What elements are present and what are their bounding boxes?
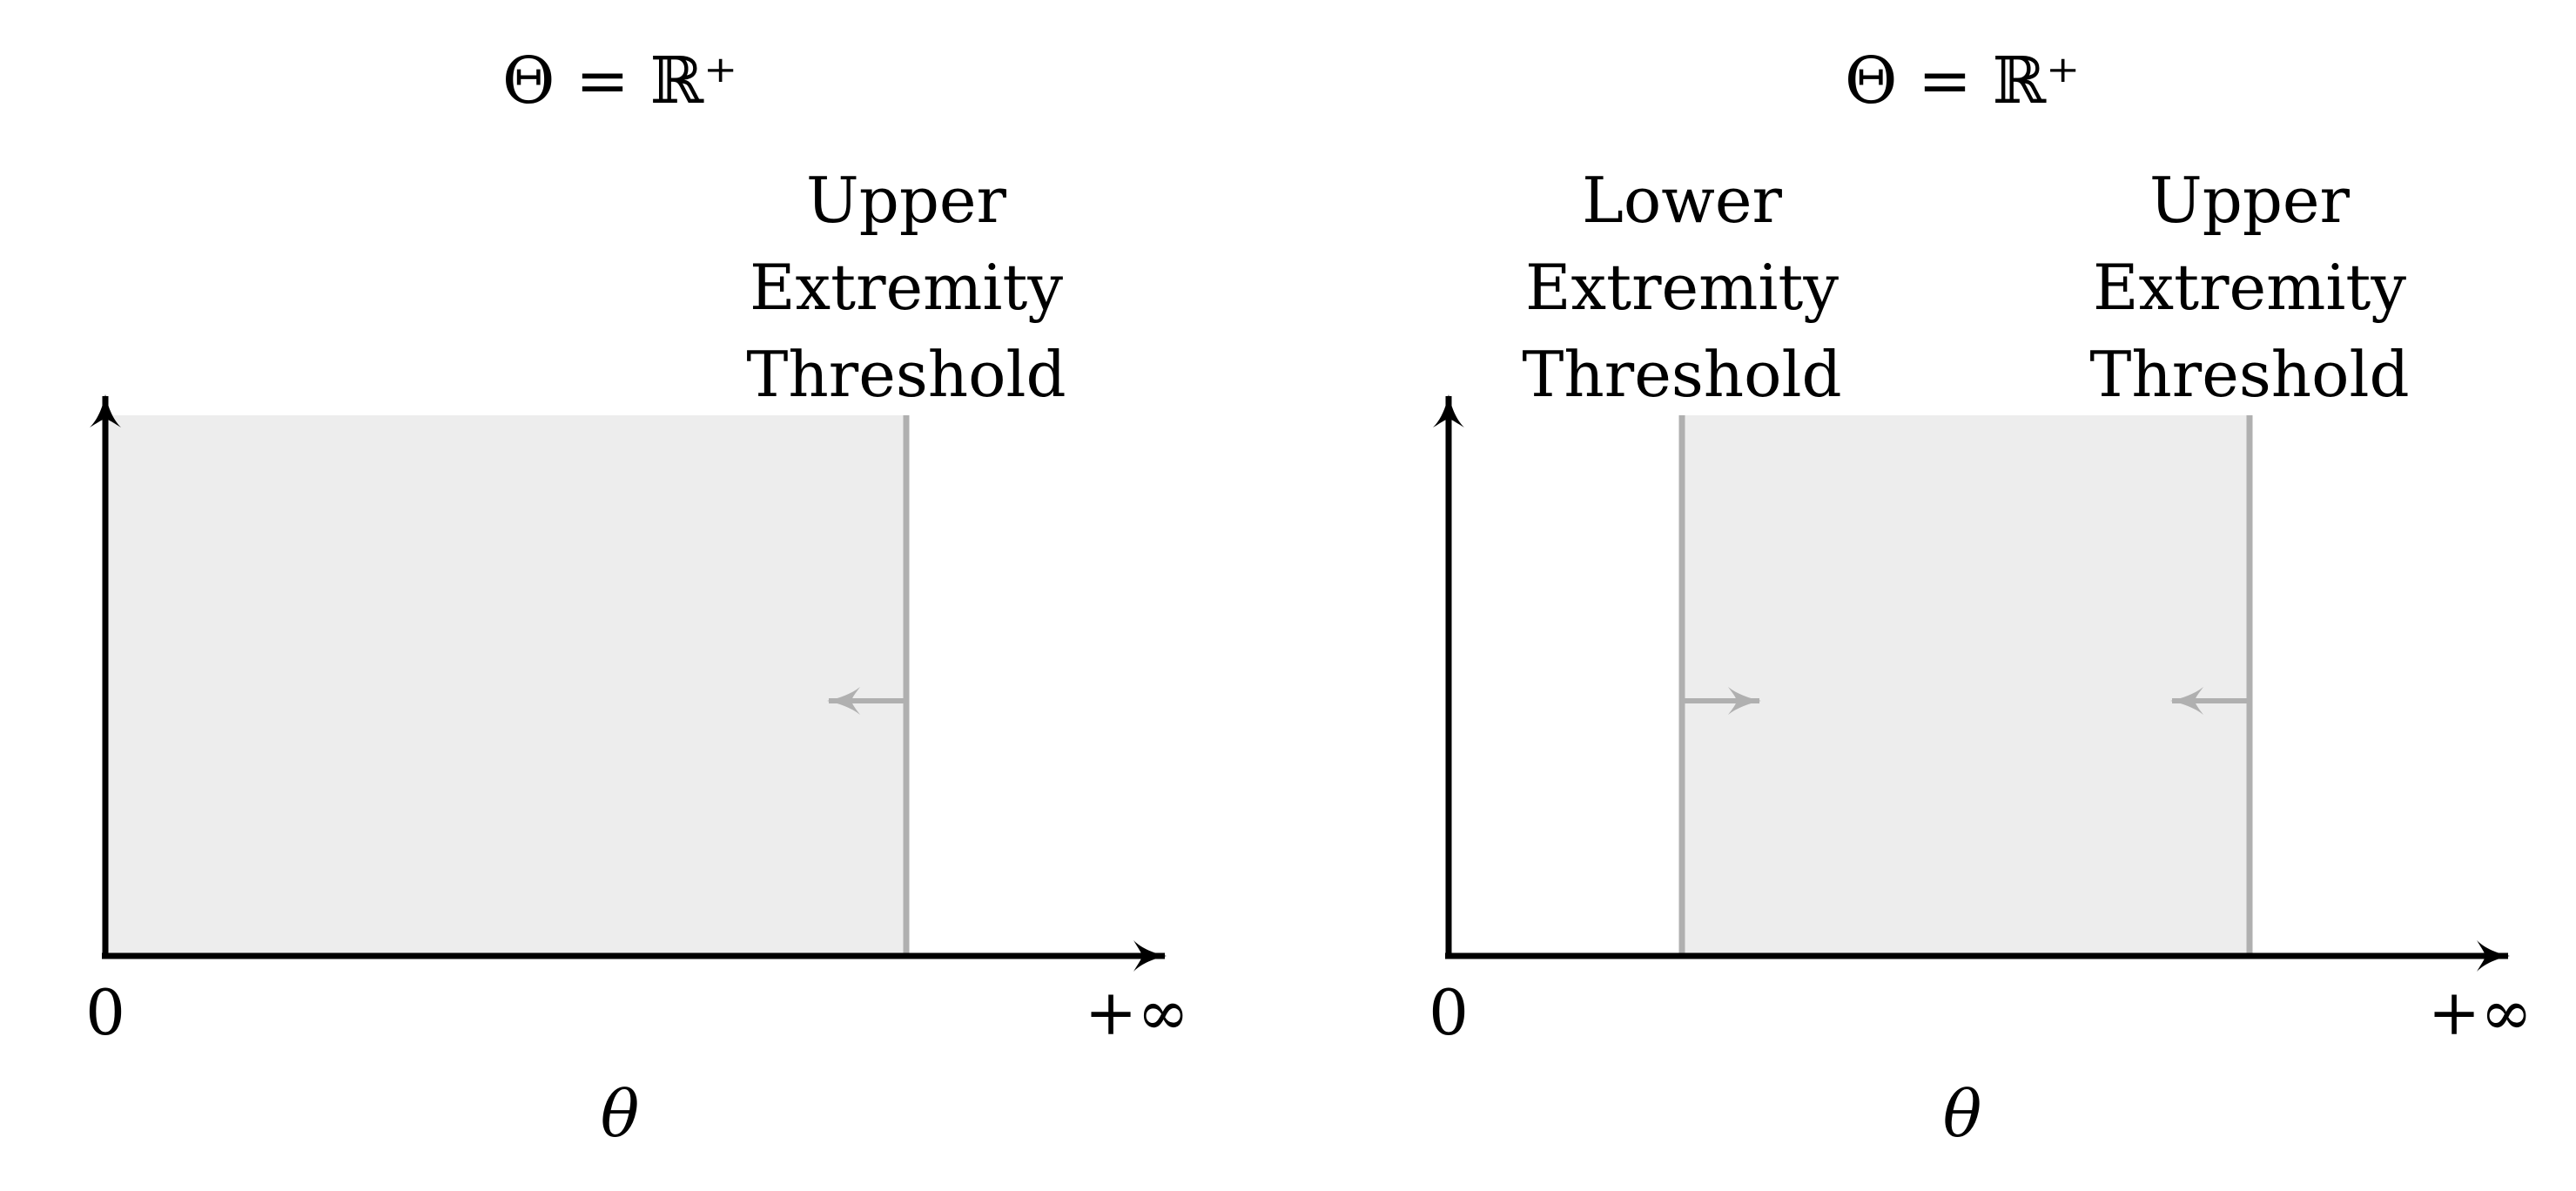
- right-x-start-label: 0: [1429, 976, 1469, 1049]
- right-lower-threshold-label-line1: Lower: [1582, 164, 1782, 237]
- right-lower-threshold-label-line2: Extremity: [1525, 251, 1839, 324]
- right-x-end-label: +∞: [2428, 976, 2532, 1049]
- panel-right: Θ = ℝ⁺ Lower Extremity Threshold Upper E…: [1429, 44, 2532, 1152]
- left-upper-threshold-label-line2: Extremity: [750, 251, 1063, 324]
- right-upper-threshold-label-line2: Extremity: [2093, 251, 2406, 324]
- right-upper-threshold-label-line1: Upper: [2149, 164, 2350, 237]
- left-upper-threshold-label-line1: Upper: [806, 164, 1006, 237]
- right-upper-threshold-label-line3: Threshold: [2089, 338, 2409, 411]
- right-axis-variable: θ: [1943, 1077, 1982, 1152]
- right-panel-title: Θ = ℝ⁺: [1845, 44, 2080, 118]
- panel-left: Θ = ℝ⁺ Upper Extremity Threshold 0 +∞ θ: [85, 44, 1189, 1152]
- left-shaded-region: [105, 415, 906, 956]
- left-panel-title: Θ = ℝ⁺: [502, 44, 737, 118]
- right-shaded-region: [1682, 415, 2250, 956]
- left-x-start-label: 0: [85, 976, 125, 1049]
- right-lower-threshold-label-line3: Threshold: [1522, 338, 1841, 411]
- left-upper-threshold-label-line3: Threshold: [746, 338, 1066, 411]
- left-axis-variable: θ: [601, 1077, 640, 1152]
- left-x-end-label: +∞: [1085, 976, 1189, 1049]
